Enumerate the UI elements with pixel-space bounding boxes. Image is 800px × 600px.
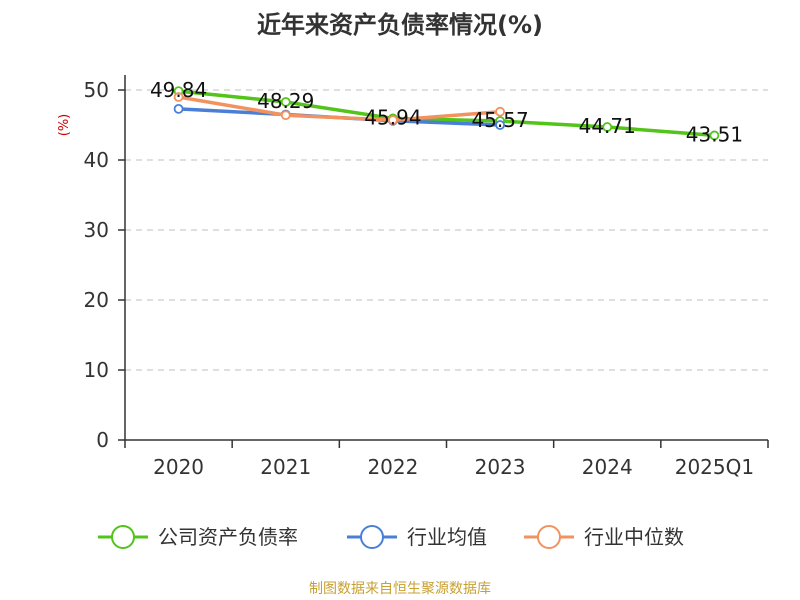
source-note: 制图数据来自恒生聚源数据库 — [309, 581, 491, 597]
x-tick-label: 2021 — [260, 455, 311, 479]
data-point — [173, 92, 184, 102]
legend-item: 行业中位数 — [524, 525, 684, 549]
data-label: 43.51 — [686, 122, 743, 146]
data-label: 49.84 — [150, 78, 207, 102]
legend-marker — [537, 525, 561, 549]
x-tick-label: 2024 — [582, 455, 633, 479]
legend-label: 行业均值 — [407, 525, 487, 549]
data-point — [495, 106, 505, 117]
data-label: 45.57 — [471, 108, 528, 132]
data-point — [495, 120, 505, 130]
y-tick-label: 10 — [84, 358, 109, 382]
data-labels: 49.84 48.29 45.94 45.57 44.71 43.51 — [150, 78, 743, 146]
data-label: 44.71 — [579, 114, 636, 138]
legend-item: 行业均值 — [347, 525, 487, 549]
series-2 — [173, 92, 505, 125]
series-line — [176, 89, 717, 138]
grid-lines — [125, 89, 768, 371]
axes: 0 10 20 30 40 50 2020 2021 2022 2023 2024 2025Q1 — [84, 75, 769, 479]
x-tick-label: 2020 — [153, 455, 204, 479]
legend-marker — [111, 525, 135, 549]
series-lines — [173, 86, 720, 141]
series-line — [176, 95, 502, 122]
x-tick-label: 2025Q1 — [675, 455, 754, 479]
y-tick-label: 50 — [84, 78, 109, 102]
data-label: 45.94 — [364, 105, 421, 129]
y-tick-label: 20 — [84, 288, 109, 312]
y-axis-unit-label: (%) — [57, 114, 72, 137]
data-point — [280, 97, 291, 107]
legend-label: 公司资产负债率 — [158, 525, 298, 549]
x-tick-label: 2022 — [367, 455, 418, 479]
y-tick-label: 40 — [84, 148, 109, 172]
data-label: 48.29 — [257, 89, 314, 113]
data-point — [388, 115, 398, 125]
chart-title: 近年来资产负债率情况(%) — [257, 11, 543, 39]
legend: 公司资产负债率 行业均值 行业中位数 — [98, 525, 684, 549]
data-point — [602, 122, 613, 132]
x-tick-label: 2023 — [475, 455, 526, 479]
legend-item: 公司资产负债率 — [98, 525, 298, 549]
data-point — [709, 130, 720, 141]
legend-label: 行业中位数 — [584, 525, 684, 549]
data-point — [280, 110, 291, 121]
y-tick-label: 30 — [84, 218, 109, 242]
y-tick-label: 0 — [96, 428, 109, 452]
data-point — [173, 104, 184, 114]
legend-marker — [360, 525, 384, 549]
